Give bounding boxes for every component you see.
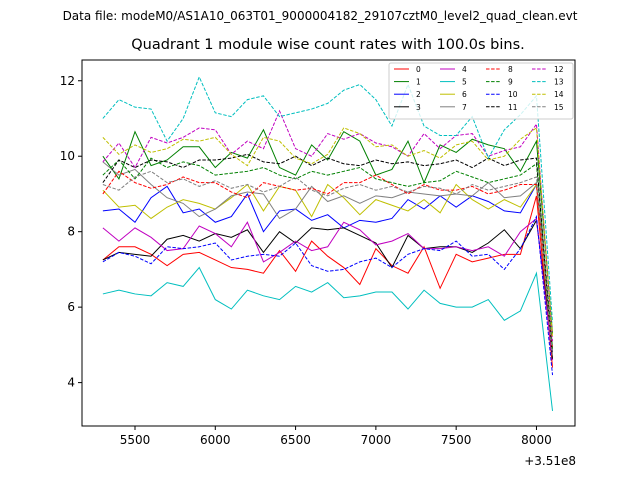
x-tick: 5500	[120, 426, 151, 447]
series-line-6	[102, 183, 554, 357]
y-tick: 8	[67, 225, 82, 239]
legend-label: 7	[462, 103, 467, 112]
legend-item-9: 9	[486, 78, 513, 87]
x-offset-label: +3.51e8	[524, 454, 576, 468]
legend-label: 3	[416, 103, 421, 112]
series-line-10	[102, 214, 554, 376]
legend-item-0: 0	[394, 65, 421, 74]
legend-item-7: 7	[440, 103, 467, 112]
x-tick-label: 7000	[361, 433, 392, 447]
y-tick-label: 10	[60, 149, 75, 163]
y-tick-label: 4	[67, 376, 75, 390]
legend-label: 10	[508, 90, 518, 99]
legend-item-11: 11	[486, 103, 518, 112]
y-tick: 10	[60, 149, 82, 163]
legend-label: 1	[416, 78, 421, 87]
x-tick-label: 7500	[441, 433, 472, 447]
legend-item-5: 5	[440, 78, 467, 87]
legend-label: 6	[462, 90, 467, 99]
legend-label: 8	[508, 65, 513, 74]
legend-label: 9	[508, 78, 513, 87]
legend-label: 14	[554, 90, 564, 99]
series-line-7	[102, 161, 554, 353]
series-line-4	[102, 217, 554, 361]
series-layer	[102, 75, 554, 411]
series-line-15	[102, 170, 554, 357]
series-line-13	[102, 75, 554, 323]
series-line-5	[102, 266, 554, 411]
x-tick-label: 8000	[521, 433, 552, 447]
x-tick: 7500	[441, 426, 472, 447]
legend-item-12: 12	[532, 65, 564, 74]
y-tick: 6	[67, 300, 82, 314]
x-tick-label: 6500	[280, 433, 311, 447]
legend-item-13: 13	[532, 78, 564, 87]
legend-label: 11	[508, 103, 518, 112]
legend-frame	[388, 62, 574, 120]
axes-frame	[81, 59, 576, 427]
legend-label: 2	[416, 90, 421, 99]
legend-item-8: 8	[486, 65, 513, 74]
y-tick: 4	[67, 376, 82, 390]
y-tick: 12	[60, 74, 82, 88]
series-line-0	[102, 195, 554, 368]
series-line-12	[102, 109, 554, 342]
y-tick-label: 6	[67, 300, 75, 314]
x-tick-label: 5500	[120, 433, 151, 447]
y-axis: 4 6 8 10 12	[60, 74, 82, 390]
x-tick: 7000	[361, 426, 392, 447]
series-line-2	[102, 182, 554, 353]
x-axis: 5500 6000 6500 7000 7500 8000	[120, 426, 552, 447]
legend-label: 15	[554, 103, 564, 112]
legend-label: 5	[462, 78, 467, 87]
series-line-14	[102, 127, 554, 338]
x-tick: 6000	[200, 426, 231, 447]
legend-label: 12	[554, 65, 564, 74]
x-tick: 6500	[280, 426, 311, 447]
legend-item-1: 1	[394, 78, 421, 87]
legend-label: 13	[554, 78, 564, 87]
chart-title: Quadrant 1 module wise count rates with …	[131, 37, 525, 53]
x-tick-label: 6000	[200, 433, 231, 447]
legend-label: 0	[416, 65, 421, 74]
series-line-9	[102, 157, 554, 349]
legend-item-3: 3	[394, 103, 421, 112]
series-line-8	[102, 170, 554, 349]
legend-label: 4	[462, 65, 467, 74]
legend-item-6: 6	[440, 90, 467, 99]
legend-item-14: 14	[532, 90, 564, 99]
suptitle: Data file: modeM0/AS1A10_063T01_90000041…	[63, 9, 578, 23]
y-tick-label: 12	[60, 74, 75, 88]
series-line-11	[102, 153, 554, 361]
legend-item-15: 15	[532, 103, 564, 112]
x-tick: 8000	[521, 426, 552, 447]
legend-item-10: 10	[486, 90, 518, 99]
legend-item-2: 2	[394, 90, 421, 99]
legend-item-4: 4	[440, 65, 467, 74]
y-tick-label: 8	[67, 225, 75, 239]
